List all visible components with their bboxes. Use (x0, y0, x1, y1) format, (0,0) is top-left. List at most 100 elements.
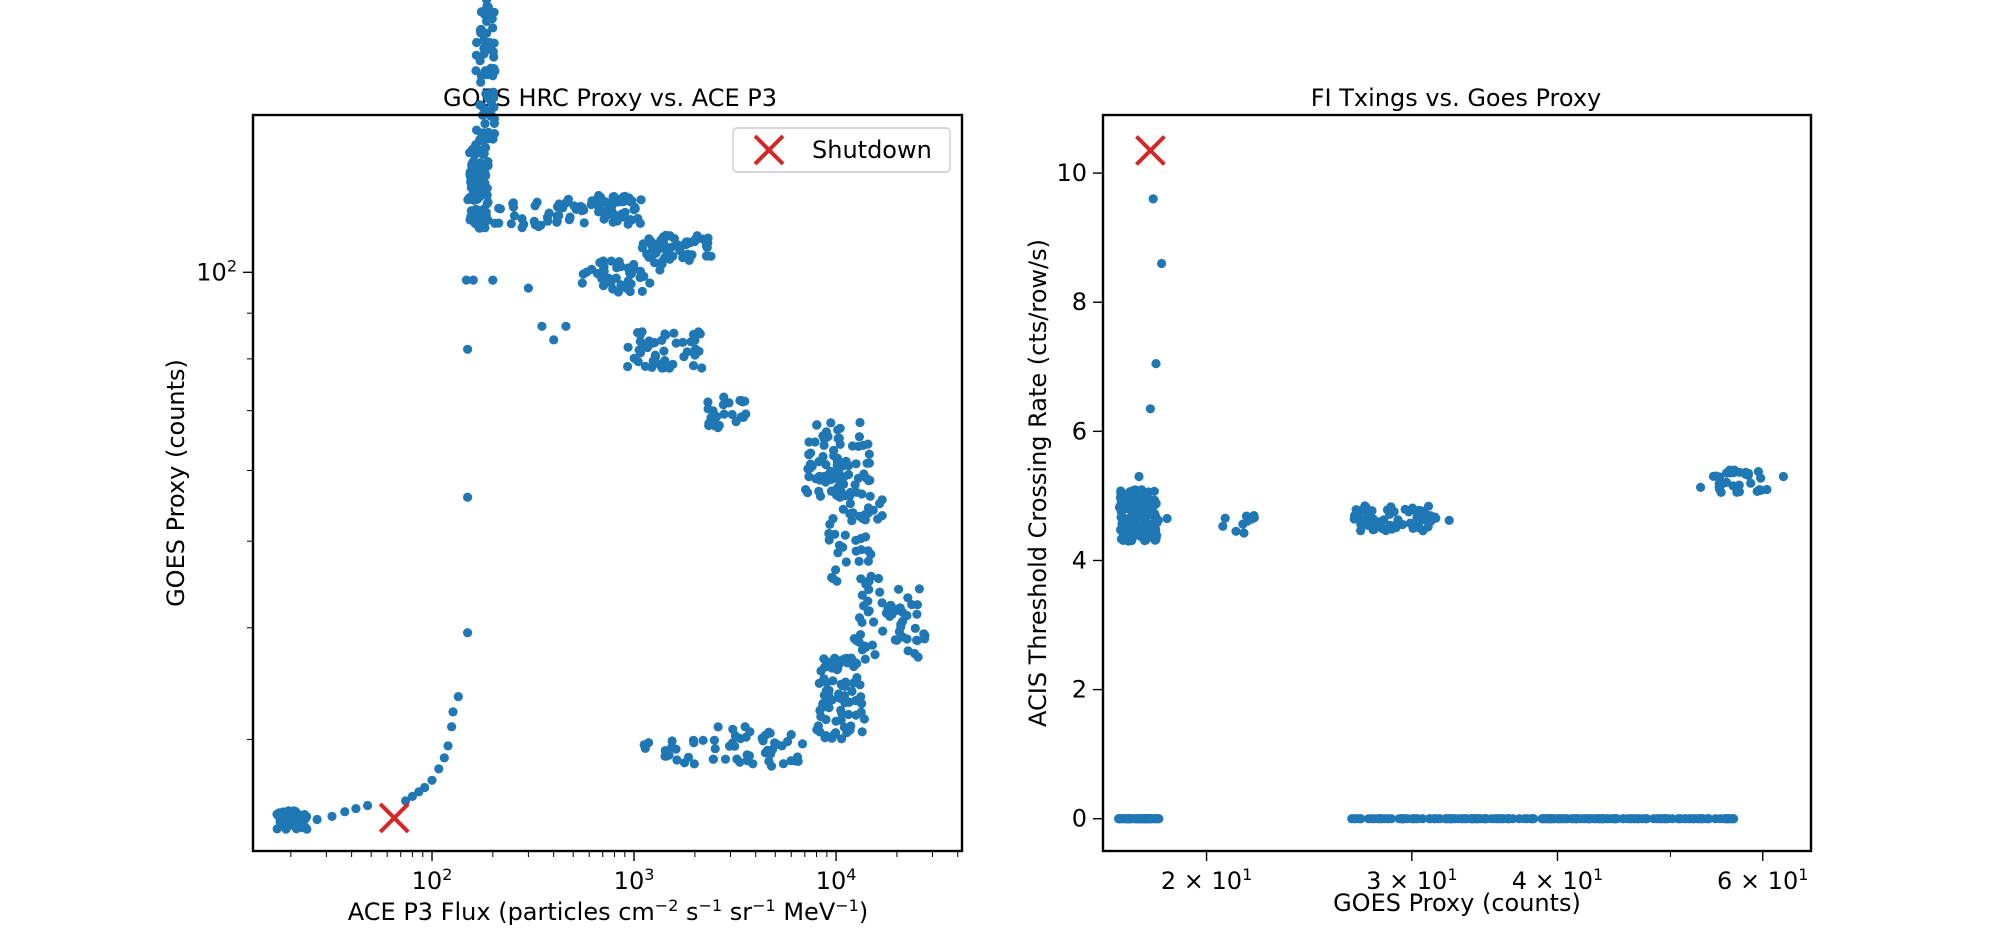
data-point (623, 361, 633, 372)
data-point (1493, 814, 1503, 824)
data-point (1361, 506, 1371, 516)
data-point (1145, 404, 1155, 414)
data-point (472, 174, 482, 184)
data-point (907, 600, 917, 610)
data-point (278, 807, 288, 817)
data-point (1133, 814, 1143, 824)
data-point (472, 193, 482, 203)
data-point (685, 250, 695, 260)
data-point (482, 199, 492, 209)
chart-left-plot-area (251, 113, 964, 853)
chart-left-y-ticks: 102 (196, 256, 253, 740)
data-point (702, 243, 712, 253)
data-point (1151, 524, 1161, 535)
data-point (719, 409, 729, 419)
data-point (1151, 498, 1161, 509)
data-point (292, 808, 302, 819)
data-point (633, 328, 643, 338)
data-point (483, 6, 493, 16)
data-point (1141, 518, 1151, 528)
data-point (679, 758, 690, 768)
chart-left-x-ticks: 102 103 104 (290, 851, 959, 895)
data-point (834, 466, 844, 476)
data-point (544, 208, 554, 218)
data-point (1423, 510, 1433, 520)
data-point (1124, 514, 1135, 524)
data-point (873, 573, 884, 584)
data-point (468, 275, 478, 285)
data-point (1150, 508, 1160, 519)
data-point (1115, 814, 1125, 824)
data-point (838, 542, 848, 552)
data-point (577, 206, 587, 216)
data-point (1140, 511, 1150, 521)
data-point (1453, 814, 1464, 824)
data-point (659, 346, 669, 356)
data-point (508, 199, 518, 209)
data-point (1137, 525, 1147, 535)
data-point (863, 546, 873, 556)
data-point (910, 623, 920, 634)
data-point (439, 753, 449, 763)
data-point (472, 125, 482, 135)
legend-frame (732, 127, 951, 173)
data-point (847, 516, 857, 526)
data-point (1444, 515, 1454, 526)
data-point (1150, 535, 1160, 545)
data-point (618, 192, 629, 202)
data-point (1721, 477, 1732, 487)
data-point (586, 199, 596, 210)
data-point (854, 613, 865, 623)
data-point (606, 256, 616, 266)
data-point (863, 556, 874, 566)
chart-left-y-axis-label: GOES Proxy (counts) (162, 359, 190, 607)
data-point (1125, 521, 1135, 531)
data-point (669, 328, 679, 338)
data-point (1433, 814, 1443, 824)
x-tick-label: 2 × 101 (1161, 865, 1252, 896)
data-point (1734, 480, 1744, 490)
data-point (914, 584, 925, 594)
data-point (1504, 814, 1514, 824)
data-point (561, 321, 571, 331)
chart-right-y-ticks: 0 2 4 6 8 10 (1056, 159, 1103, 833)
data-point (1241, 511, 1252, 521)
data-point (838, 504, 848, 514)
data-point (519, 219, 529, 229)
data-point (840, 530, 850, 540)
data-point (625, 268, 635, 278)
data-point (595, 198, 605, 208)
data-point (1778, 471, 1788, 482)
data-point (678, 337, 688, 347)
chart-left-shutdown-markers (378, 802, 410, 834)
data-point (1410, 518, 1420, 528)
data-point (839, 691, 850, 701)
data-point (740, 396, 750, 406)
data-point (719, 392, 729, 402)
chart-right-points (1114, 194, 1788, 824)
data-point (1557, 814, 1567, 824)
data-point (579, 218, 589, 228)
data-point (351, 804, 361, 814)
data-point (537, 321, 547, 331)
data-point (1356, 526, 1366, 536)
data-point (1746, 478, 1756, 488)
data-point (708, 754, 718, 764)
data-point (689, 759, 699, 769)
data-point (461, 275, 471, 285)
data-point (856, 692, 866, 702)
data-point (797, 739, 808, 749)
data-point (327, 811, 337, 822)
data-point (869, 617, 879, 627)
data-point (488, 47, 498, 57)
x-tick-label: 3 × 101 (1366, 865, 1457, 896)
data-point (1473, 814, 1483, 824)
data-point (823, 661, 834, 672)
data-point (1684, 814, 1694, 824)
data-point (883, 604, 893, 614)
data-point (863, 439, 873, 449)
data-point (554, 210, 564, 221)
data-point (623, 276, 633, 286)
data-point (912, 635, 922, 646)
data-point (598, 206, 609, 216)
